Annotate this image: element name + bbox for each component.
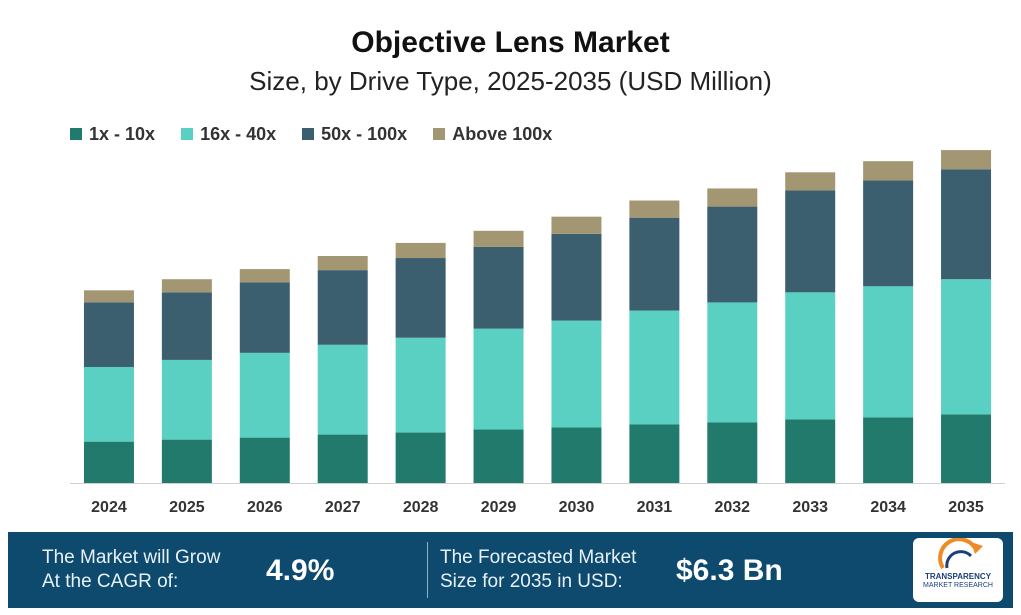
legend-item-50x-100x: 50x - 100x bbox=[302, 124, 407, 145]
legend-item-above-100x: Above 100x bbox=[433, 124, 552, 145]
bar-segment-2025-series-1 bbox=[161, 359, 212, 440]
bar-segment-2027-series-0 bbox=[317, 434, 368, 483]
company-logo: TRANSPARENCY MARKET RESEARCH bbox=[913, 537, 1003, 602]
x-tick-label: 2033 bbox=[792, 499, 828, 516]
legend-label: 50x - 100x bbox=[321, 123, 408, 144]
bar-segment-2028-series-1 bbox=[395, 337, 446, 433]
bar-segment-2025-series-2 bbox=[161, 292, 212, 360]
x-tick-label: 2026 bbox=[247, 499, 283, 516]
bar-segment-2030-series-1 bbox=[551, 320, 602, 428]
footer-divider bbox=[427, 542, 428, 598]
legend-item-16x-40x: 16x - 40x bbox=[181, 124, 276, 145]
bar-segment-2033-series-3 bbox=[785, 172, 836, 191]
footer-banner: The Market will Grow At the CAGR of: 4.9… bbox=[8, 532, 1013, 608]
forecast-value: $6.3 Bn bbox=[676, 554, 783, 587]
x-tick-label: 2035 bbox=[948, 499, 984, 516]
bar-segment-2034-series-1 bbox=[863, 286, 914, 418]
x-tick-label: 2025 bbox=[169, 499, 205, 516]
legend-label: 1x - 10x bbox=[89, 123, 156, 144]
legend-swatch bbox=[181, 128, 194, 140]
bar-segment-2031-series-1 bbox=[629, 310, 680, 425]
bar-segment-2026-series-1 bbox=[239, 352, 290, 438]
bar-segment-2028-series-0 bbox=[395, 432, 446, 483]
bar-segment-2034-series-0 bbox=[863, 417, 914, 483]
bar-segment-2034-series-3 bbox=[863, 161, 914, 181]
bar-segment-2027-series-2 bbox=[317, 270, 368, 345]
bar-segment-2031-series-2 bbox=[629, 217, 680, 311]
chart-title: Objective Lens Market bbox=[351, 26, 670, 59]
bar-segment-2033-series-1 bbox=[785, 292, 836, 420]
chart-subtitle: Size, by Drive Type, 2025-2035 (USD Mill… bbox=[249, 66, 772, 96]
x-tick-label: 2028 bbox=[403, 499, 439, 516]
bar-segment-2024-series-0 bbox=[83, 441, 134, 483]
bar-segment-2030-series-2 bbox=[551, 233, 602, 321]
x-tick-label: 2032 bbox=[714, 499, 750, 516]
bar-segment-2035-series-1 bbox=[941, 279, 992, 415]
forecast-label: The Forecasted Market Size for 2035 in U… bbox=[440, 547, 637, 592]
cagr-label: The Market will Grow At the CAGR of: bbox=[42, 547, 221, 592]
bar-segment-2026-series-3 bbox=[239, 269, 290, 283]
bar-segment-2031-series-0 bbox=[629, 424, 680, 483]
x-tick-label: 2027 bbox=[325, 499, 361, 516]
logo-text-line2: MARKET RESEARCH bbox=[923, 582, 993, 589]
bar-segment-2026-series-2 bbox=[239, 282, 290, 353]
legend-swatch bbox=[433, 128, 446, 140]
bar-segment-2030-series-3 bbox=[551, 216, 602, 234]
bar-segment-2035-series-0 bbox=[941, 414, 992, 483]
bar-segment-2032-series-2 bbox=[707, 206, 758, 303]
legend-label: 16x - 40x bbox=[200, 123, 277, 144]
x-tick-label: 2030 bbox=[559, 499, 595, 516]
bar-segment-2025-series-0 bbox=[161, 439, 212, 483]
bar-segment-2028-series-2 bbox=[395, 258, 446, 338]
legend-swatch bbox=[302, 128, 315, 140]
legend-swatch bbox=[70, 128, 82, 140]
bar-segment-2029-series-0 bbox=[473, 429, 524, 483]
x-tick-label: 2024 bbox=[91, 499, 127, 516]
x-tick-label: 2031 bbox=[637, 499, 673, 516]
bar-segment-2027-series-1 bbox=[317, 344, 368, 435]
bar-segment-2033-series-0 bbox=[785, 419, 836, 483]
bar-segment-2033-series-2 bbox=[785, 190, 836, 293]
bar-segment-2030-series-0 bbox=[551, 427, 602, 483]
bar-segment-2024-series-1 bbox=[83, 366, 134, 442]
cagr-value: 4.9% bbox=[266, 554, 335, 587]
bar-segment-2032-series-3 bbox=[707, 188, 758, 207]
bar-segment-2025-series-3 bbox=[161, 279, 212, 293]
bar-segment-2028-series-3 bbox=[395, 242, 446, 259]
bar-segment-2026-series-0 bbox=[239, 437, 290, 483]
chart-legend: 1x - 10x 16x - 40x 50x - 100x Above 100x bbox=[70, 122, 552, 146]
bar-segment-2024-series-3 bbox=[83, 290, 134, 303]
logo-text-line1: TRANSPARENCY bbox=[924, 572, 992, 581]
bar-segment-2031-series-3 bbox=[629, 200, 680, 218]
bar-segment-2029-series-2 bbox=[473, 246, 524, 329]
stacked-bar-chart: 2024 2025 2026 2027 2028 2029 2030 2031 2032 2033… bbox=[70, 150, 1005, 516]
bar-segment-2027-series-3 bbox=[317, 256, 368, 271]
bar-segment-2029-series-3 bbox=[473, 230, 524, 247]
bar-segment-2032-series-0 bbox=[707, 422, 758, 483]
bar-segment-2035-series-2 bbox=[941, 169, 992, 280]
legend-item-1x-10x: 1x - 10x bbox=[70, 124, 155, 145]
bar-segment-2032-series-1 bbox=[707, 302, 758, 423]
bar-segment-2035-series-3 bbox=[941, 150, 992, 170]
bar-segment-2024-series-2 bbox=[83, 302, 134, 367]
bar-segment-2034-series-2 bbox=[863, 180, 914, 287]
x-tick-label: 2029 bbox=[481, 499, 517, 516]
logo-arrow-icon bbox=[938, 537, 983, 570]
bar-segment-2029-series-1 bbox=[473, 328, 524, 430]
legend-label: Above 100x bbox=[452, 123, 553, 144]
x-tick-label: 2034 bbox=[870, 499, 906, 516]
